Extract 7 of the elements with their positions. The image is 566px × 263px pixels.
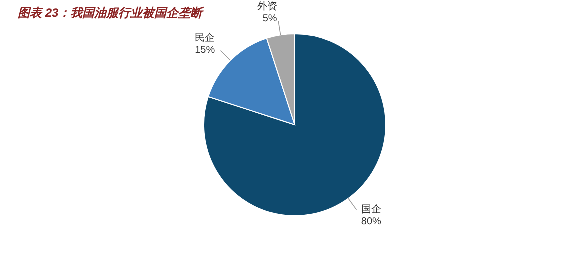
data-label: 5% <box>262 13 278 24</box>
slice-label: 民企 <box>195 32 216 44</box>
slice-label: 外资 <box>257 0 278 12</box>
slice-label: 国企 <box>361 203 382 216</box>
data-label: 80% <box>361 216 382 228</box>
data-label: 15% <box>195 45 216 56</box>
title: 图表 23：我国油服行业被国企垄断 <box>18 6 203 20</box>
